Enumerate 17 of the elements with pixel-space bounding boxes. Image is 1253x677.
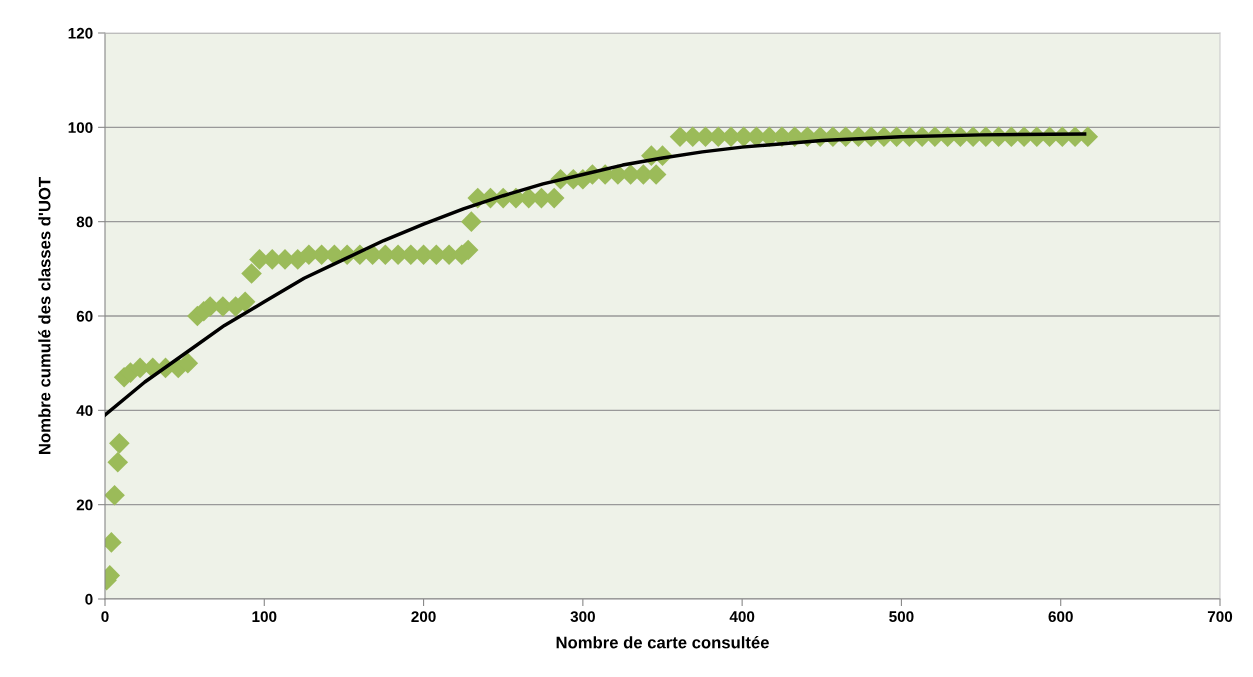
y-tick-label: 60 xyxy=(76,310,93,322)
x-tick-label: 300 xyxy=(570,611,595,623)
x-axis-title: Nombre de carte consultée xyxy=(556,636,769,649)
y-tick-label: 0 xyxy=(85,593,93,605)
x-tick-label: 0 xyxy=(101,611,109,623)
y-tick-label: 20 xyxy=(76,499,93,511)
y-tick-label: 100 xyxy=(68,122,93,134)
x-tick-label: 500 xyxy=(889,611,914,623)
x-tick-label: 600 xyxy=(1048,611,1073,623)
y-tick-label: 120 xyxy=(68,27,93,39)
x-tick-label: 700 xyxy=(1207,611,1233,623)
y-axis-title: Nombre cumulé des classes d'UOT xyxy=(38,177,51,454)
y-tick-label: 40 xyxy=(76,405,93,417)
y-tick-label: 80 xyxy=(76,216,93,228)
x-tick-label: 100 xyxy=(252,611,277,623)
x-tick-label: 200 xyxy=(411,611,436,623)
x-tick-label: 400 xyxy=(729,611,755,623)
